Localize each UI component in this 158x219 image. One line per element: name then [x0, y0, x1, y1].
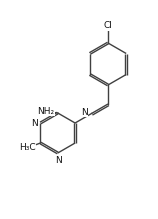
Text: H₃C: H₃C — [19, 143, 36, 152]
Text: NH₂: NH₂ — [37, 106, 54, 115]
Text: N: N — [81, 108, 88, 117]
Text: Cl: Cl — [103, 21, 112, 30]
Text: N: N — [31, 118, 37, 127]
Text: N: N — [55, 156, 62, 165]
